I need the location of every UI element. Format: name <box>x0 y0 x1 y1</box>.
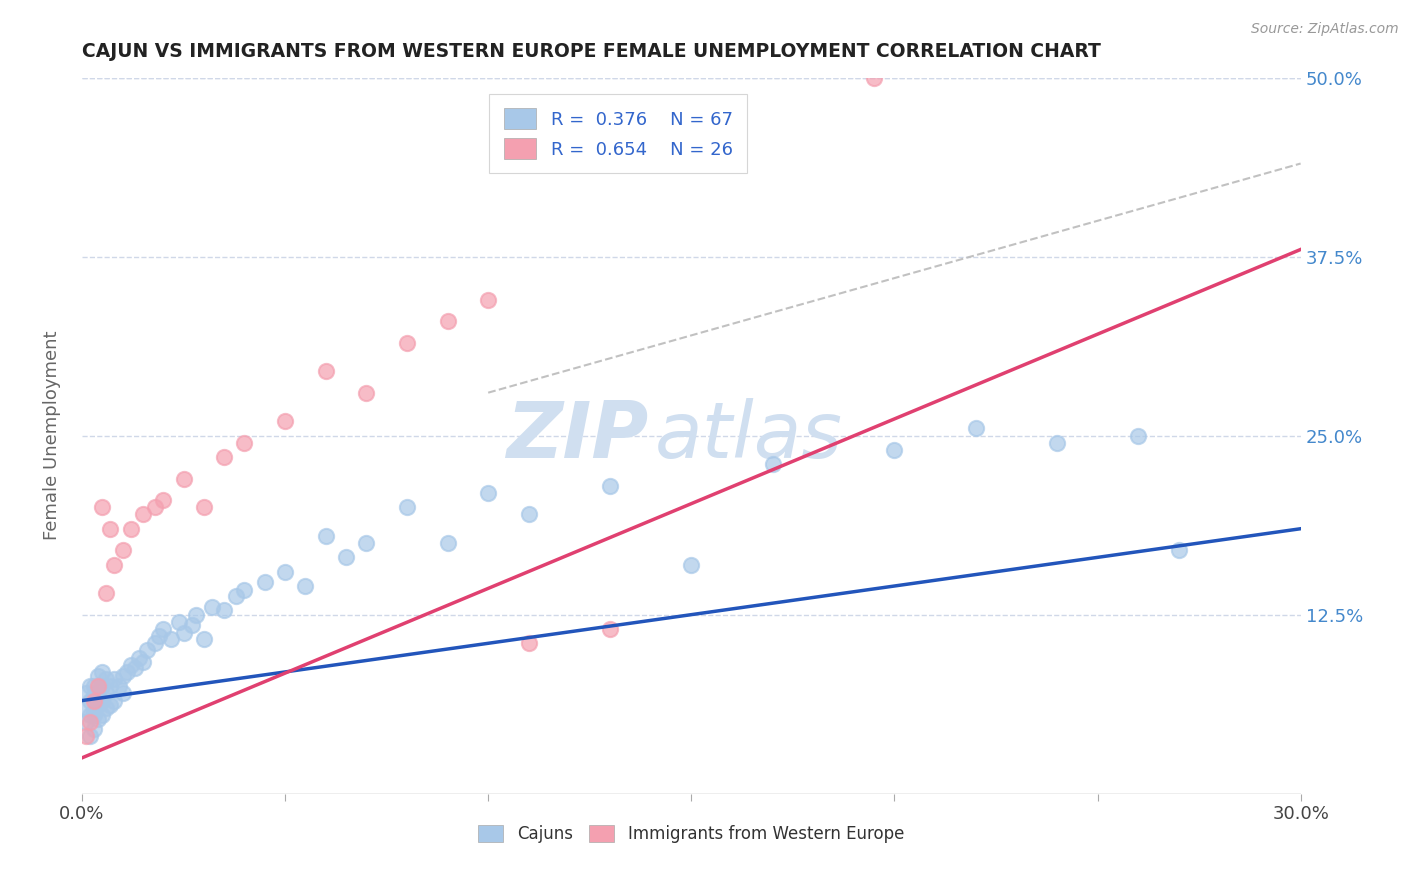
Point <box>436 536 458 550</box>
Point <box>1046 435 1069 450</box>
Point <box>477 486 499 500</box>
Point <box>79 707 101 722</box>
Point <box>96 686 118 700</box>
Point <box>883 442 905 457</box>
Point <box>79 730 101 744</box>
Point <box>83 690 105 704</box>
Point <box>274 414 297 428</box>
Point <box>83 723 105 737</box>
Point <box>143 636 166 650</box>
Point <box>87 679 110 693</box>
Point <box>79 693 101 707</box>
Point <box>395 500 418 515</box>
Point <box>335 550 357 565</box>
Point <box>201 600 224 615</box>
Point <box>517 636 540 650</box>
Point <box>152 622 174 636</box>
Point <box>128 650 150 665</box>
Point <box>124 660 146 674</box>
Point <box>863 70 886 85</box>
Point <box>100 679 122 693</box>
Point <box>315 529 337 543</box>
Point <box>517 508 540 522</box>
Point <box>75 700 97 714</box>
Point <box>111 543 134 558</box>
Point <box>87 712 110 726</box>
Point <box>132 655 155 669</box>
Point <box>1126 428 1149 442</box>
Point <box>1167 543 1189 558</box>
Point <box>212 603 235 617</box>
Point <box>148 629 170 643</box>
Point <box>294 579 316 593</box>
Point <box>233 435 256 450</box>
Point <box>91 679 114 693</box>
Point <box>96 672 118 686</box>
Point <box>120 522 142 536</box>
Point <box>356 536 378 550</box>
Point <box>477 293 499 307</box>
Point <box>91 500 114 515</box>
Point <box>160 632 183 646</box>
Point <box>274 565 297 579</box>
Point <box>132 508 155 522</box>
Point <box>233 583 256 598</box>
Point <box>79 679 101 693</box>
Point <box>965 421 987 435</box>
Point <box>91 707 114 722</box>
Point <box>83 693 105 707</box>
Point <box>91 693 114 707</box>
Point <box>75 686 97 700</box>
Point <box>193 632 215 646</box>
Point <box>87 683 110 698</box>
Point <box>83 704 105 718</box>
Text: Source: ZipAtlas.com: Source: ZipAtlas.com <box>1251 22 1399 37</box>
Point <box>681 558 703 572</box>
Point <box>107 679 129 693</box>
Point <box>115 665 138 679</box>
Point <box>103 672 125 686</box>
Point <box>315 364 337 378</box>
Point <box>173 472 195 486</box>
Point <box>253 574 276 589</box>
Point <box>436 314 458 328</box>
Text: CAJUN VS IMMIGRANTS FROM WESTERN EUROPE FEMALE UNEMPLOYMENT CORRELATION CHART: CAJUN VS IMMIGRANTS FROM WESTERN EUROPE … <box>82 42 1101 61</box>
Point <box>184 607 207 622</box>
Point <box>83 707 105 722</box>
Y-axis label: Female Unemployment: Female Unemployment <box>44 331 60 541</box>
Point <box>225 589 247 603</box>
Point <box>395 335 418 350</box>
Point <box>96 700 118 714</box>
Legend: R =  0.376    N = 67, R =  0.654    N = 26: R = 0.376 N = 67, R = 0.654 N = 26 <box>489 94 747 173</box>
Point <box>599 622 621 636</box>
Point <box>96 586 118 600</box>
Point <box>83 679 105 693</box>
Point <box>193 500 215 515</box>
Point <box>111 669 134 683</box>
Point <box>180 617 202 632</box>
Point <box>103 693 125 707</box>
Point <box>356 385 378 400</box>
Text: atlas: atlas <box>655 398 842 474</box>
Point <box>87 698 110 712</box>
Point <box>761 457 783 471</box>
Point <box>75 730 97 744</box>
Point <box>100 522 122 536</box>
Point <box>212 450 235 464</box>
Point <box>103 558 125 572</box>
Point <box>87 669 110 683</box>
Point <box>120 657 142 672</box>
Point <box>91 665 114 679</box>
Text: ZIP: ZIP <box>506 398 648 474</box>
Point <box>152 493 174 508</box>
Point <box>111 686 134 700</box>
Point <box>599 479 621 493</box>
Point <box>169 615 191 629</box>
Point <box>75 714 97 729</box>
Point <box>136 643 159 657</box>
Point <box>79 714 101 729</box>
Point <box>100 698 122 712</box>
Point <box>173 626 195 640</box>
Point <box>143 500 166 515</box>
